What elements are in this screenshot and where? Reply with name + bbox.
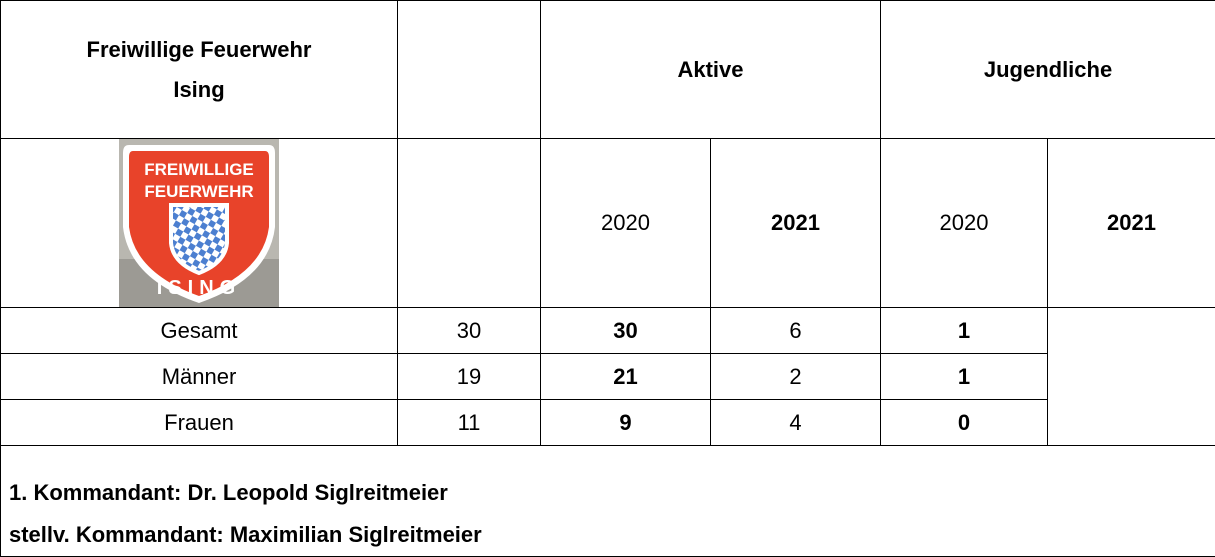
- row-label: Gesamt: [1, 308, 398, 354]
- cell-value: 19: [398, 354, 541, 400]
- title-cell: Freiwillige Feuerwehr Ising: [1, 1, 398, 139]
- year: 2021: [1048, 139, 1215, 308]
- row-label: Frauen: [1, 400, 398, 446]
- cell-value: 4: [711, 400, 881, 446]
- logo-text: FREIWILLIGE: [144, 160, 254, 179]
- cell-value: 9: [541, 400, 711, 446]
- cell-value: 6: [711, 308, 881, 354]
- cell-value: 30: [541, 308, 711, 354]
- cell-value: 0: [881, 400, 1048, 446]
- footer-cell: 1. Kommandant: Dr. Leopold Siglreitmeier…: [1, 446, 1215, 557]
- group-header: Jugendliche: [881, 1, 1215, 139]
- footer-line: stellv. Kommandant: Maximilian Siglreitm…: [9, 514, 1215, 556]
- logo-text: ISING: [157, 277, 241, 299]
- year: 2021: [711, 139, 881, 308]
- footer-line: 1. Kommandant: Dr. Leopold Siglreitmeier: [9, 472, 1215, 514]
- year-row: FREIWILLIGE FEUERWEHR ISING 2020 2021 20…: [1, 139, 1215, 308]
- title-line: Ising: [1, 70, 397, 110]
- logo-cell: FREIWILLIGE FEUERWEHR ISING: [1, 139, 398, 308]
- cell-value: 1: [881, 308, 1048, 354]
- empty-cell: [398, 1, 541, 139]
- cell-value: 2: [711, 354, 881, 400]
- row-label: Männer: [1, 354, 398, 400]
- cell-value: 30: [398, 308, 541, 354]
- year: 2020: [541, 139, 711, 308]
- page: Freiwillige Feuerwehr Ising Aktive Jugen…: [0, 0, 1215, 432]
- logo: FREIWILLIGE FEUERWEHR ISING: [119, 139, 279, 307]
- empty-cell: [398, 139, 541, 308]
- cell-value: 1: [881, 354, 1048, 400]
- year: 2020: [881, 139, 1048, 308]
- cell-value: 21: [541, 354, 711, 400]
- logo-text: FEUERWEHR: [144, 182, 253, 201]
- footer-row: 1. Kommandant: Dr. Leopold Siglreitmeier…: [1, 446, 1215, 557]
- cell-value: 11: [398, 400, 541, 446]
- group-header: Aktive: [541, 1, 881, 139]
- header-row: Freiwillige Feuerwehr Ising Aktive Jugen…: [1, 1, 1215, 139]
- title-line: Freiwillige Feuerwehr: [1, 30, 397, 70]
